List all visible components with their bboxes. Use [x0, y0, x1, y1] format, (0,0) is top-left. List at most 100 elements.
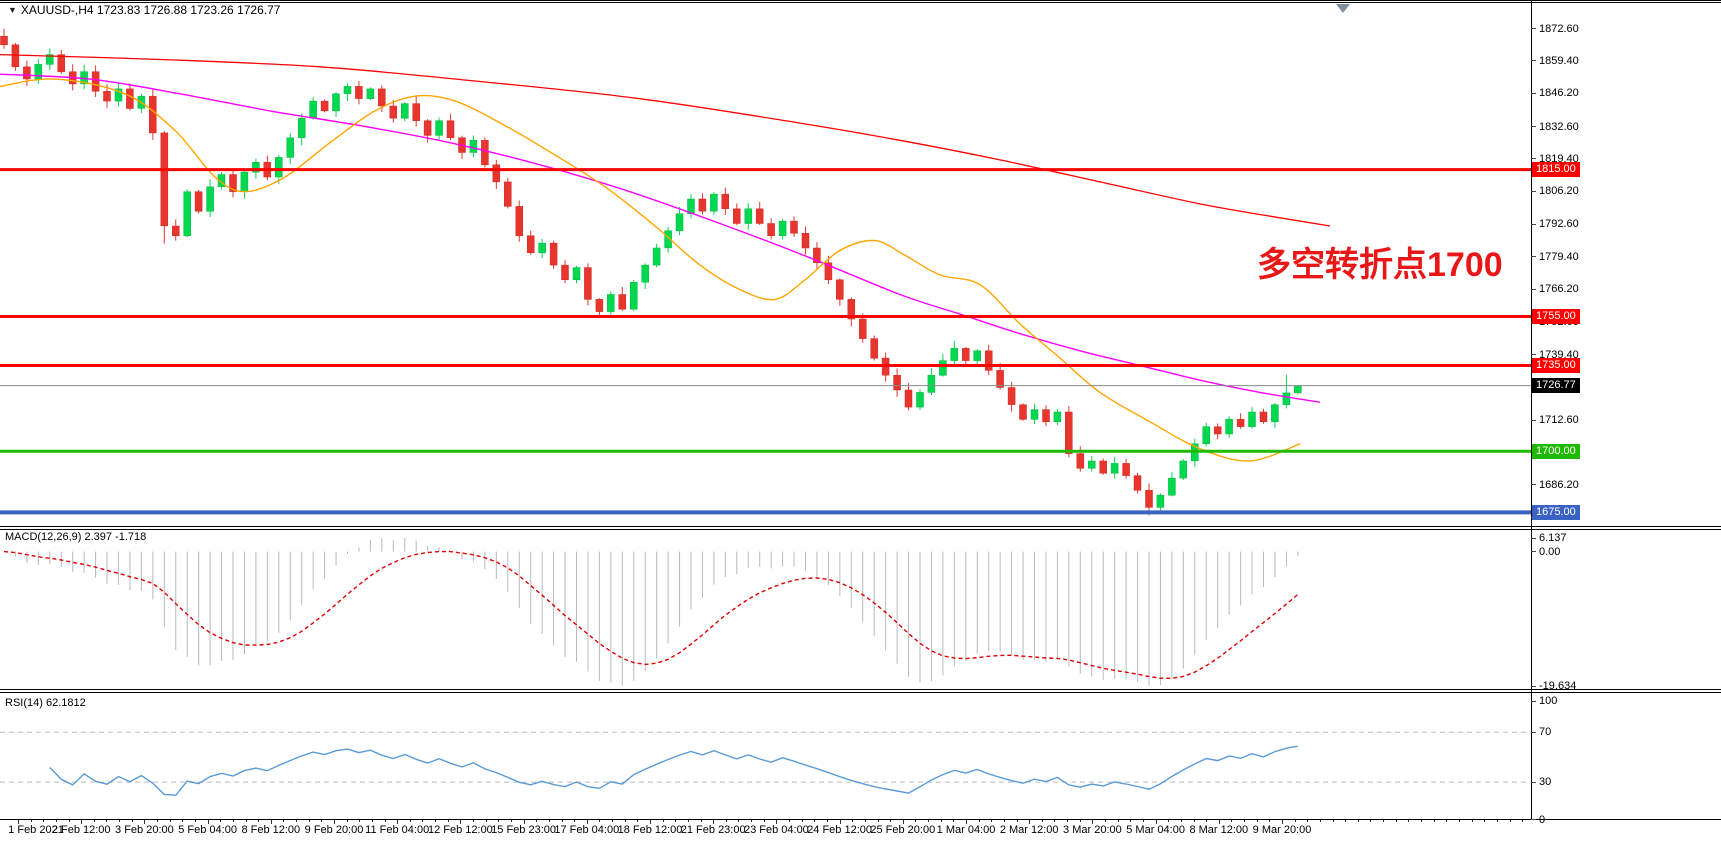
time-axis-minor-tick [751, 820, 753, 822]
candle-up [46, 54, 54, 65]
chart-text-annotation: 多空转折点1700 [1257, 246, 1503, 284]
time-axis-major-tick [1282, 820, 1283, 824]
candle-up [1053, 411, 1062, 423]
candle-up [939, 360, 947, 376]
time-axis-minor-tick [498, 820, 500, 822]
time-axis-minor-tick [1193, 820, 1195, 822]
candle-up [687, 198, 695, 214]
candle-down [824, 262, 833, 281]
candle-up [34, 64, 43, 80]
time-axis-minor-tick [409, 820, 411, 822]
chart-collapse-icon[interactable]: ▼ [8, 5, 17, 15]
time-axis-minor-tick [1357, 820, 1359, 822]
indicator-axis-tick [1531, 781, 1536, 783]
price-level-badge: 1675.00 [1532, 504, 1580, 520]
candle-down [859, 318, 867, 339]
time-axis-major-tick [966, 820, 967, 824]
time-axis-minor-tick [915, 820, 917, 822]
time-axis-minor-tick [1395, 820, 1397, 822]
candle-down [618, 294, 627, 310]
time-axis-minor-tick [687, 820, 689, 822]
time-axis-major-tick [144, 820, 146, 824]
time-axis-label: 21 Feb 23:00 [680, 824, 746, 836]
time-axis-minor-tick [826, 820, 828, 822]
time-axis-minor-tick [1433, 820, 1435, 822]
time-axis-minor-tick [1130, 820, 1132, 822]
candle-down [733, 208, 741, 224]
time-axis-minor-tick [1117, 820, 1119, 822]
chart-shift-marker-icon[interactable] [1336, 4, 1350, 13]
candle-up [469, 140, 478, 153]
macd-pane[interactable] [0, 530, 1531, 689]
time-axis-minor-tick [321, 820, 323, 822]
time-axis-minor-tick [194, 820, 196, 822]
time-axis-minor-tick [877, 820, 879, 822]
time-axis-minor-tick [182, 820, 184, 822]
candle-down [847, 299, 856, 320]
time-axis-minor-tick [700, 820, 702, 822]
time-axis-minor-tick [1168, 820, 1170, 822]
price-axis-label: 1859.40 [1539, 54, 1579, 67]
candle-up [664, 230, 672, 249]
candle-down [160, 132, 169, 227]
window-top-border-2 [0, 2, 1721, 3]
time-axis-minor-tick [1332, 820, 1334, 822]
main-price-pane[interactable] [0, 0, 1531, 530]
candle-up [927, 375, 936, 393]
time-axis-label: 5 Feb 04:00 [178, 824, 237, 836]
time-axis-minor-tick [599, 820, 601, 822]
candle-down [1099, 460, 1107, 474]
time-axis-minor-tick [662, 820, 664, 822]
pane-separator-1b[interactable] [0, 529, 1721, 530]
time-axis-minor-tick [1079, 820, 1081, 822]
time-axis-major-tick [713, 820, 715, 824]
candle-up [240, 171, 249, 192]
time-axis-minor-tick [308, 820, 310, 822]
time-axis-minor-tick [637, 820, 639, 822]
macd-histogram-layer [14, 538, 1299, 686]
time-axis-minor-tick [473, 820, 475, 822]
time-axis-minor-tick [1206, 820, 1208, 822]
rsi-pane[interactable] [0, 694, 1531, 819]
time-axis-minor-tick [447, 820, 449, 822]
candle-down [584, 267, 592, 300]
pane-separator-2a[interactable] [0, 689, 1721, 690]
candle-down [378, 88, 386, 107]
candle-down [790, 220, 798, 234]
time-axis-label: 1 Mar 04:00 [936, 824, 996, 836]
time-axis-label: 2 Mar 12:00 [999, 824, 1059, 836]
candle-up [538, 242, 546, 254]
candle-down [595, 299, 604, 312]
time-axis-minor-tick [612, 820, 614, 822]
indicator-axis-tick [1531, 551, 1536, 553]
candle-up [1168, 477, 1176, 496]
candle-up [343, 86, 352, 94]
candle-up [332, 93, 340, 112]
candle-up [114, 88, 123, 102]
time-axis-minor-tick [953, 820, 955, 822]
candle-up [778, 220, 787, 237]
price-axis-tick [1531, 256, 1536, 258]
time-axis-label: 3 Mar 20:00 [1063, 824, 1122, 836]
candle-down [229, 174, 237, 192]
candle-down [11, 44, 20, 68]
time-axis-minor-tick [30, 820, 32, 822]
candle-down [767, 223, 775, 236]
candle-down [698, 198, 707, 212]
candle-up [252, 162, 260, 173]
candle-down [561, 264, 569, 281]
price-axis-label: 1739.40 [1539, 348, 1579, 361]
time-axis-minor-tick [1180, 820, 1182, 822]
time-axis-label: 5 Mar 04:00 [1126, 824, 1185, 836]
price-axis-tick [1531, 126, 1536, 128]
indicator-axis-tick [1531, 537, 1536, 539]
time-axis-major-tick [270, 820, 272, 824]
pane-separator-1a[interactable] [0, 526, 1721, 527]
time-axis-minor-tick [1307, 820, 1309, 822]
time-axis-major-tick [1029, 820, 1031, 824]
pane-separator-2b[interactable] [0, 692, 1721, 693]
indicator-axis-tick [1531, 685, 1536, 687]
price-axis-label: 1766.20 [1539, 283, 1579, 296]
candle-up [286, 137, 295, 158]
candle-down [904, 389, 913, 408]
